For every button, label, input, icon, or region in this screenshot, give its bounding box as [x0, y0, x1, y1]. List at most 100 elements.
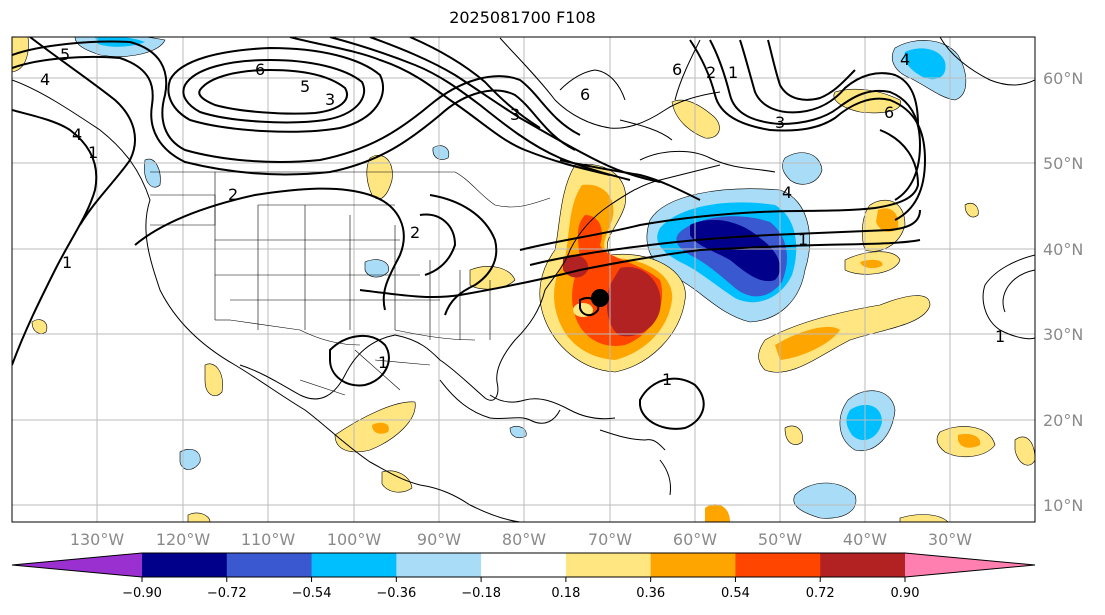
map-border — [11, 36, 1036, 523]
contour-label: 2 — [228, 185, 238, 204]
map-title: 2025081700 F108 — [449, 8, 596, 27]
negative-anomaly-region — [904, 48, 946, 80]
lon-label: 110°W — [241, 530, 296, 549]
lat-label: 30°N — [1043, 325, 1083, 344]
colorbar-label: 0.36 — [636, 586, 665, 601]
colorbar-label: −0.18 — [461, 586, 501, 601]
positive-anomaly-region — [204, 363, 223, 396]
colorbar: −0.90 −0.72 −0.54 −0.36 −0.18 0.18 0.36 0.54 0.7… — [11, 552, 1036, 601]
contour-label: 5 — [300, 77, 310, 96]
colorbar-label: 0.18 — [551, 586, 580, 601]
positive-anomaly-region — [784, 425, 803, 445]
negative-anomaly-region — [144, 158, 161, 188]
positive-anomaly-region — [187, 512, 211, 522]
positive-anomaly-region — [899, 514, 949, 522]
positive-anomaly-region — [469, 266, 516, 290]
contour-label: 3 — [510, 105, 520, 124]
colorbar-label: 0.90 — [891, 586, 920, 601]
political-boundaries — [150, 171, 551, 396]
positive-anomaly-region — [964, 202, 979, 218]
negative-anomaly-region — [364, 259, 389, 278]
lon-label: 130°W — [70, 530, 125, 549]
contour-label: 1 — [798, 230, 808, 249]
colorbar-segment — [565, 553, 652, 577]
contour-label: 4 — [40, 70, 50, 89]
colorbar-segment — [226, 553, 313, 577]
contour-label: 2 — [410, 223, 420, 242]
positive-anomaly-region — [958, 434, 981, 448]
colorbar-segment — [650, 553, 736, 577]
colorbar-segment — [396, 553, 482, 577]
positive-anomaly-region — [372, 422, 389, 434]
contour-label: 6 — [580, 85, 590, 104]
colorbar-label: −0.54 — [292, 586, 332, 601]
positive-anomaly-region — [366, 154, 393, 200]
positive-anomaly-region — [671, 99, 720, 139]
lon-label: 100°W — [327, 530, 382, 549]
colorbar-segment — [820, 553, 906, 577]
lat-label: 60°N — [1043, 69, 1083, 88]
contour-label: 4 — [782, 183, 792, 202]
positive-anomaly-region — [573, 303, 593, 317]
colorbar-extend-low — [12, 553, 142, 577]
contour-lines — [12, 37, 927, 430]
lat-label: 50°N — [1043, 154, 1083, 173]
contour-label: 1 — [88, 143, 98, 162]
negative-anomaly-region — [781, 152, 823, 185]
negative-anomaly-region — [793, 482, 857, 519]
negative-anomaly-region — [179, 449, 201, 470]
colorbar-label: 0.72 — [806, 586, 835, 601]
latitude-labels: 60°N 50°N 40°N 30°N 20°N 10°N — [1043, 69, 1083, 515]
contour-label: 6 — [255, 60, 265, 79]
colorbar-segment — [735, 553, 821, 577]
positive-anomaly-region — [705, 504, 730, 522]
contour-labels: 5 6 5 4 4 3 2 1 3 6 2 1 3 6 4 1 1 1 1 6 … — [40, 45, 1005, 389]
colorbar-label: −0.36 — [376, 586, 416, 601]
contour-label: 1 — [995, 327, 1005, 346]
contour-label: 1 — [378, 353, 388, 372]
positive-anomaly-region — [876, 208, 899, 232]
positive-anomaly-region — [775, 326, 840, 360]
lon-label: 30°W — [928, 530, 972, 549]
contour-label: 4 — [72, 125, 82, 144]
colorbar-segment — [311, 553, 397, 577]
colorbar-label: 0.54 — [721, 586, 750, 601]
positive-anomaly-region — [381, 470, 413, 493]
positive-anomaly-region — [31, 319, 48, 334]
colorbar-extend-high — [905, 553, 1035, 577]
contour-label: 4 — [900, 50, 910, 69]
lon-label: 60°W — [673, 530, 717, 549]
longitude-labels: 130°W 120°W 110°W 100°W 90°W 80°W 70°W 6… — [70, 530, 972, 549]
lon-label: 120°W — [156, 530, 211, 549]
lat-label: 10°N — [1043, 496, 1083, 515]
lon-label: 50°W — [758, 530, 802, 549]
lon-label: 40°W — [843, 530, 887, 549]
contour-label: 1 — [728, 63, 738, 82]
colorbar-segment — [142, 553, 228, 577]
lat-label: 40°N — [1043, 240, 1083, 259]
positive-anomaly-region — [860, 259, 883, 269]
storm-center-marker — [591, 289, 609, 307]
negative-anomaly-region — [690, 219, 780, 282]
contour-label: 1 — [662, 370, 672, 389]
lon-label: 90°W — [417, 530, 461, 549]
contour-label: 6 — [672, 60, 682, 79]
negative-anomaly-region — [432, 145, 450, 160]
contour-label: 2 — [706, 63, 716, 82]
lon-label: 70°W — [588, 530, 632, 549]
colorbar-label: −0.90 — [122, 586, 162, 601]
contour-label: 3 — [775, 113, 785, 132]
colorbar-label: −0.72 — [207, 586, 247, 601]
lon-label: 80°W — [502, 530, 546, 549]
coastlines — [12, 37, 1035, 522]
positive-anomaly-region — [606, 267, 661, 337]
contour-label: 6 — [884, 103, 894, 122]
contour-label: 1 — [62, 253, 72, 272]
colorbar-segment — [481, 553, 567, 577]
lat-label: 20°N — [1043, 411, 1083, 430]
negative-anomaly-region — [509, 426, 527, 439]
negative-anomaly-region — [846, 404, 882, 441]
contour-label: 5 — [60, 45, 70, 64]
contour-label: 3 — [325, 90, 335, 109]
